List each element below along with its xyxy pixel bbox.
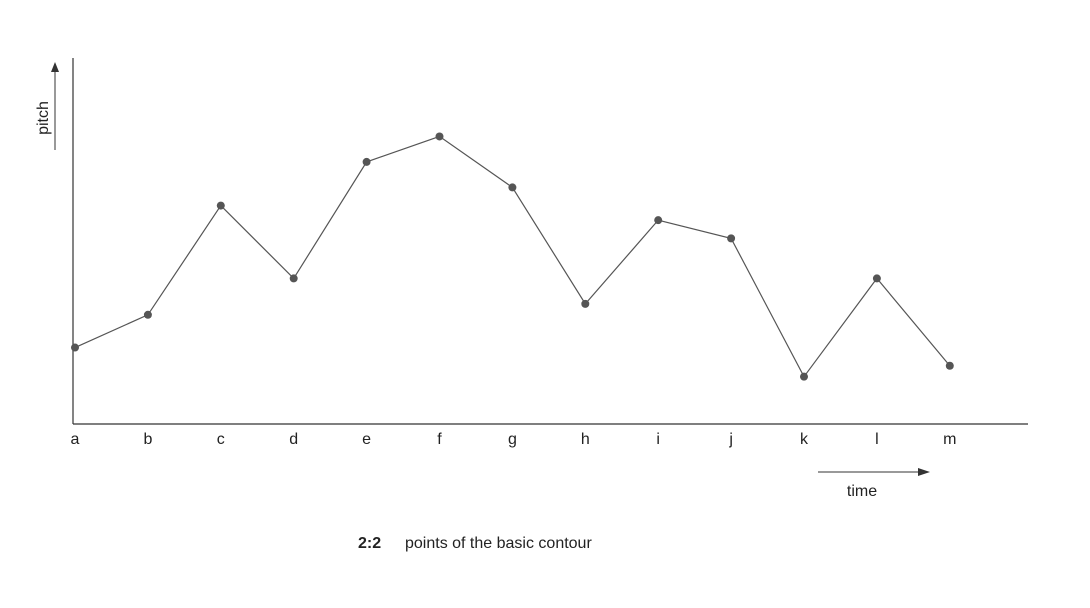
x-tick-label: a: [71, 431, 80, 448]
x-axis-label: time: [847, 483, 877, 500]
contour-point: [362, 157, 371, 166]
x-tick-label: k: [800, 431, 809, 448]
x-tick-label: d: [289, 431, 298, 448]
contour-point: [435, 132, 444, 141]
figure-number: 2:2: [358, 535, 381, 552]
x-tick-label: m: [943, 431, 956, 448]
x-tick-label: c: [217, 431, 225, 448]
caption: points of the basic contour: [405, 535, 592, 552]
contour-point: [800, 372, 808, 381]
x-tick-label: j: [728, 431, 733, 448]
contour-point: [289, 274, 298, 283]
contour-point: [581, 299, 590, 308]
contour-point: [143, 310, 152, 319]
contour-line: [74, 135, 951, 378]
x-tick-label: g: [508, 431, 517, 448]
pitch-arrow-head: [51, 62, 59, 72]
x-tick-label: h: [581, 431, 590, 448]
contour-point: [727, 234, 736, 243]
x-tick-label: e: [362, 431, 371, 448]
x-tick-label: f: [437, 431, 442, 448]
x-tick-label: b: [143, 431, 152, 448]
x-tick-label: i: [656, 431, 660, 448]
x-tick-label: l: [875, 431, 879, 448]
contour-point: [654, 216, 663, 225]
contour-point: [216, 201, 225, 210]
contour-point: [71, 343, 79, 352]
contour-point: [508, 183, 517, 192]
contour-point: [872, 274, 881, 283]
time-arrow-head: [918, 468, 930, 476]
y-axis-label: pitch: [35, 101, 52, 135]
contour-point: [945, 361, 954, 370]
